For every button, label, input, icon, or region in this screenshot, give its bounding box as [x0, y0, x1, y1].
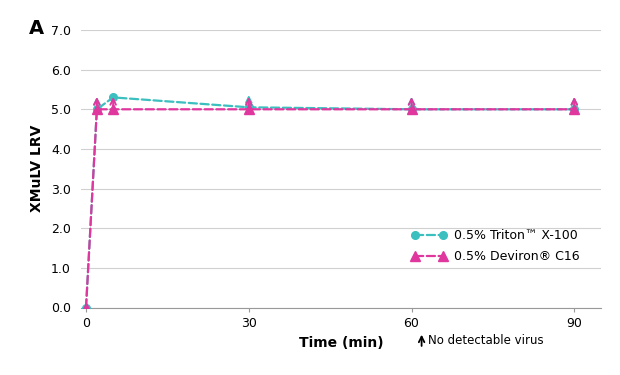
0.5% Triton™ X-100: [109, 95, 117, 100]
0.5% Triton™ X-100: [82, 305, 90, 310]
Y-axis label: XMuLV LRV: XMuLV LRV: [30, 125, 44, 212]
Text: No detectable virus: No detectable virus: [428, 334, 543, 347]
0.5% Triton™ X-100: [245, 105, 252, 110]
0.5% Deviron® C16: [93, 107, 100, 111]
0.5% Triton™ X-100: [408, 107, 415, 111]
0.5% Deviron® C16: [570, 107, 578, 111]
0.5% Deviron® C16: [109, 107, 117, 111]
0.5% Deviron® C16: [408, 107, 415, 111]
Legend: 0.5% Triton™ X-100, 0.5% Deviron® C16: 0.5% Triton™ X-100, 0.5% Deviron® C16: [407, 225, 585, 268]
Text: A: A: [29, 19, 43, 38]
Line: 0.5% Deviron® C16: 0.5% Deviron® C16: [81, 104, 579, 312]
Line: 0.5% Triton™ X-100: 0.5% Triton™ X-100: [82, 94, 578, 311]
0.5% Triton™ X-100: [93, 107, 100, 111]
0.5% Deviron® C16: [82, 305, 90, 310]
X-axis label: Time (min): Time (min): [299, 336, 383, 351]
0.5% Deviron® C16: [245, 107, 252, 111]
0.5% Triton™ X-100: [570, 107, 578, 111]
